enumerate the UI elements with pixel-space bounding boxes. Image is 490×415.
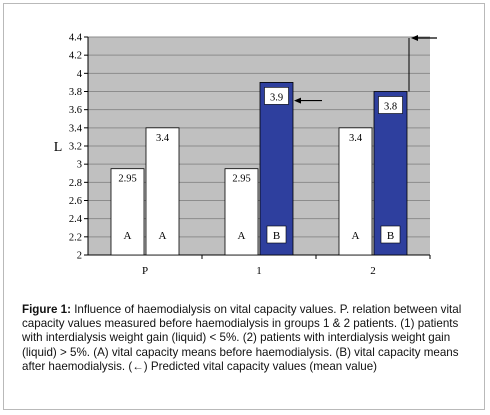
- x-tick-label: 1: [256, 265, 262, 277]
- bar-series-b: [145, 127, 180, 256]
- data-label: 3.8: [384, 102, 397, 113]
- y-tick-label: 3.6: [69, 105, 82, 116]
- y-tick-label: 2.4: [69, 214, 83, 225]
- y-tick-label: 4.2: [69, 51, 82, 62]
- inner-label-box: [266, 225, 287, 244]
- bar-chart: 2 2.2 2.4 2.6 2.8 3 3.2 3.4 3.6 3.8 4 4.2 4.4 L 2.95 A 3…: [54, 33, 437, 277]
- predicted-arrowhead: [411, 35, 418, 41]
- predicted-arrowhead: [294, 97, 301, 104]
- inner-label-box: [380, 225, 401, 244]
- y-tick-label: 3: [77, 160, 82, 171]
- inner-label: B: [273, 230, 280, 242]
- data-label-box: [378, 96, 403, 114]
- inner-label: A: [352, 230, 360, 242]
- y-tick-label: 3.8: [69, 87, 82, 98]
- data-label: 3.4: [156, 133, 170, 144]
- figure-caption: Figure 1: Influence of haemodialysis on …: [22, 303, 470, 374]
- data-label: 2.95: [232, 174, 250, 185]
- y-tick-label: 4: [77, 69, 83, 80]
- inner-label: A: [238, 230, 246, 242]
- bar-series-a: [110, 168, 145, 256]
- data-label: 3.9: [270, 92, 283, 103]
- y-tick-label: 4.4: [69, 33, 83, 44]
- caption-text: Influence of haemodialysis on vital capa…: [22, 303, 462, 373]
- data-label: 3.4: [349, 133, 363, 144]
- x-tick-label: 2: [370, 265, 376, 277]
- y-tick-label: 3.2: [69, 142, 82, 153]
- y-tick-label: 2.8: [69, 178, 82, 189]
- y-tick-label: 2: [77, 251, 82, 262]
- inner-label: B: [387, 230, 394, 242]
- data-label: 2.95: [118, 174, 136, 185]
- y-tick-label: 2.2: [69, 232, 82, 243]
- inner-label: A: [159, 230, 167, 242]
- x-tick-label: P: [142, 265, 148, 277]
- y-tick-label: 3.4: [69, 123, 83, 134]
- data-label-box: [264, 87, 289, 105]
- y-tick-label: 2.6: [69, 196, 82, 207]
- inner-label: A: [124, 230, 132, 242]
- bar-series-a: [338, 127, 373, 256]
- bar-series-a: [224, 168, 259, 256]
- caption-label: Figure 1:: [22, 303, 71, 316]
- y-axis-label: L: [54, 140, 63, 155]
